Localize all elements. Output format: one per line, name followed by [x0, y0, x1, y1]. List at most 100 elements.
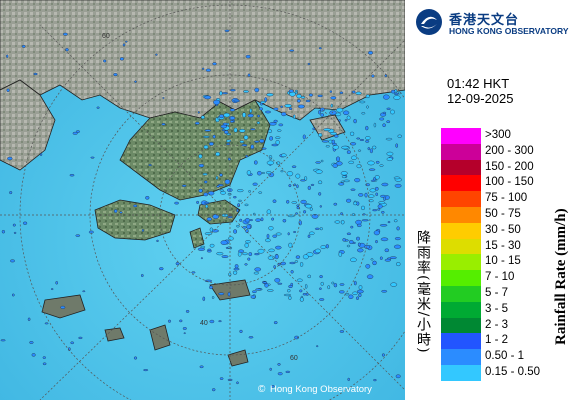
rain-echo — [234, 264, 239, 269]
hko-logo[interactable]: 香港天文台 HONG KONG OBSERVATORY — [415, 6, 575, 40]
rain-echo — [377, 208, 381, 211]
lamma-island — [189, 227, 205, 249]
rain-echo — [145, 195, 150, 200]
rain-echo — [200, 115, 205, 120]
radar-map[interactable]: 60 40 60 © Hong Kong Observatory — [0, 0, 441, 405]
rain-echo — [308, 231, 315, 236]
rain-echo — [202, 296, 206, 301]
rain-echo — [356, 296, 360, 300]
rain-echo — [296, 204, 300, 207]
rain-echo — [374, 186, 379, 191]
rain-echo — [357, 248, 364, 253]
rain-echo — [371, 74, 375, 78]
rain-echo — [338, 119, 341, 122]
rain-echo — [236, 381, 239, 385]
rain-echo — [27, 317, 31, 321]
rain-echo — [219, 114, 224, 119]
rain-echo — [338, 182, 345, 186]
rain-echo — [347, 377, 350, 381]
legend-row: 100 - 150 — [441, 175, 571, 192]
rain-echo — [307, 185, 311, 190]
rain-echo — [11, 293, 15, 297]
rain-echo — [386, 157, 393, 161]
rain-echo — [314, 248, 321, 254]
rain-echo — [390, 109, 395, 115]
rain-echo — [296, 94, 302, 99]
rain-echo — [269, 367, 272, 371]
legend-swatch — [441, 128, 481, 144]
rain-echo — [42, 356, 46, 359]
rain-echo — [364, 192, 368, 198]
rain-echo — [42, 362, 47, 366]
rain-echo — [63, 32, 68, 36]
rain-echo — [219, 91, 223, 96]
rain-echo — [377, 204, 383, 209]
rain-echo — [315, 169, 323, 174]
rain-echo — [350, 131, 355, 136]
rain-echo — [352, 213, 356, 217]
rain-echo — [248, 336, 254, 339]
rain-echo — [215, 152, 220, 157]
rain-echo — [318, 109, 321, 115]
legend-label: >300 — [485, 129, 511, 141]
rain-echo — [361, 205, 365, 211]
rain-echo — [241, 144, 248, 147]
rain-echo — [319, 287, 322, 290]
rain-echo — [350, 225, 354, 229]
rain-echo — [209, 319, 215, 324]
rain-echo — [339, 330, 345, 333]
rain-echo — [341, 145, 349, 150]
rain-echo — [357, 242, 361, 247]
rain-echo — [365, 140, 370, 143]
rain-echo — [373, 122, 377, 128]
rain-echo — [70, 341, 74, 345]
rain-echo — [0, 339, 6, 342]
rain-echo — [300, 261, 304, 267]
rain-echo — [375, 192, 379, 197]
rain-echo — [365, 94, 370, 98]
legend-swatch — [441, 254, 481, 271]
rain-echo — [96, 106, 100, 109]
rain-echo — [75, 130, 80, 133]
rain-echo — [203, 145, 209, 150]
rain-echo — [211, 388, 216, 392]
rain-echo — [340, 171, 348, 176]
radar-map-svg: 60 40 60 — [0, 0, 441, 405]
rain-echo — [255, 218, 261, 222]
rain-echo — [275, 232, 282, 236]
rain-echo — [365, 136, 371, 140]
rain-echo — [352, 291, 358, 295]
rain-echo — [386, 107, 391, 110]
rain-echo — [255, 288, 262, 291]
rain-echo — [288, 295, 292, 300]
rain-echo — [314, 227, 320, 230]
rain-echo — [220, 240, 228, 245]
rain-echo — [319, 227, 323, 231]
legend-row: >300 — [441, 128, 571, 144]
rain-echo — [265, 110, 271, 114]
rain-echo — [365, 125, 369, 131]
rain-echo — [257, 248, 265, 254]
copyright-text: Hong Kong Observatory — [270, 384, 372, 395]
rain-echo — [202, 172, 208, 176]
rain-echo — [288, 184, 292, 188]
rain-echo — [221, 92, 229, 95]
rain-echo — [247, 257, 251, 261]
rain-echo — [233, 127, 238, 133]
rain-echo — [257, 114, 261, 118]
legend-row: 2 - 3 — [441, 317, 571, 334]
rain-echo — [256, 170, 262, 176]
rain-echo — [233, 99, 241, 103]
rain-echo — [200, 245, 206, 249]
rain-echo — [320, 113, 325, 117]
rain-echo — [311, 214, 319, 219]
legend-row: 3 - 5 — [441, 301, 571, 318]
rain-echo — [267, 283, 271, 286]
rain-echo — [288, 89, 294, 93]
rain-echo — [252, 290, 257, 294]
rain-echo — [90, 156, 95, 159]
rain-echo — [308, 93, 313, 97]
rain-echo — [305, 283, 308, 289]
rain-echo — [212, 62, 217, 66]
rain-echo — [215, 175, 219, 180]
